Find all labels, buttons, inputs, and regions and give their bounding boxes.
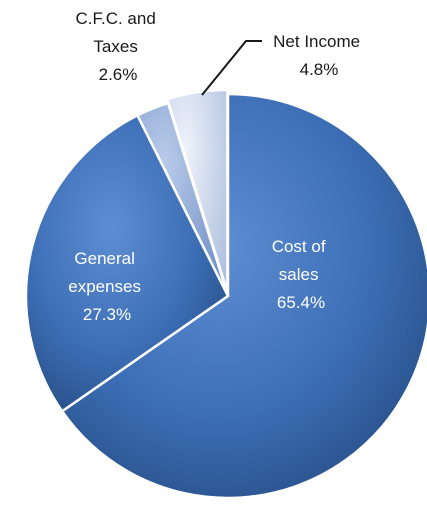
slice-net-income: [166, 88, 229, 294]
slice-label-general-expenses: General expenses 27.3%: [68, 249, 146, 324]
slice-label-net-income: Net Income 4.8%: [273, 32, 365, 79]
slice-general-expenses: [24, 114, 230, 413]
pie-slices: [24, 88, 427, 500]
net-income-leader-line: [201, 40, 262, 96]
slice-cost-of-sales: [60, 92, 427, 500]
slice-label-cost-of-sales: Cost of sales 65.4%: [272, 237, 331, 312]
slice-label-cfc-and-taxes: C.F.C. and Taxes 2.6%: [75, 9, 160, 84]
